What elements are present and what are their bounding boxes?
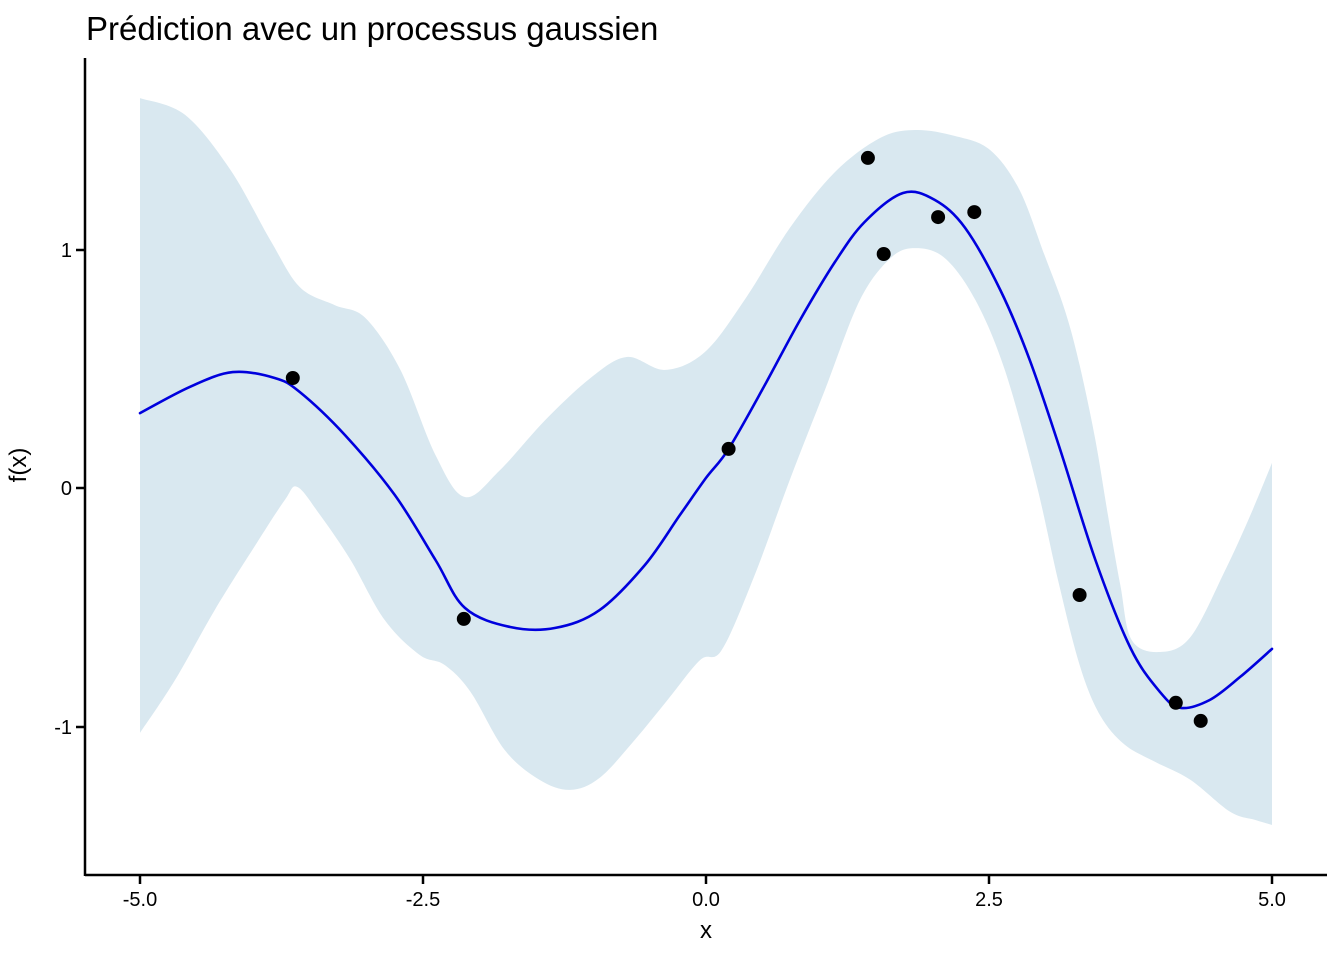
- confidence-ribbon: [140, 98, 1272, 825]
- x-axis: -5.0 -2.5 0.0 2.5 5.0 x: [85, 873, 1327, 944]
- y-tick-label: -1: [54, 717, 72, 739]
- x-axis-title: x: [700, 917, 712, 944]
- y-tick-label: 1: [61, 240, 72, 262]
- x-tick-label: 2.5: [975, 889, 1003, 911]
- data-point: [860, 150, 875, 165]
- data-point: [967, 205, 982, 220]
- gp-mean-line: [138, 190, 1274, 710]
- data-point: [721, 441, 736, 456]
- plot-title: Prédiction avec un processus gaussien: [86, 10, 659, 47]
- confidence-ribbon-layer: [140, 98, 1272, 825]
- x-tick-label: -2.5: [406, 889, 440, 911]
- observation-points-layer: [285, 150, 1208, 728]
- data-point: [876, 247, 891, 261]
- data-point: [931, 210, 946, 225]
- x-tick-label: 0.0: [692, 889, 720, 911]
- y-axis: 1 0 -1 f(x): [5, 58, 87, 876]
- data-point: [1072, 588, 1087, 602]
- x-tick-label: -5.0: [123, 889, 157, 911]
- gp-mean-line-layer: [138, 190, 1274, 710]
- data-point: [1168, 695, 1183, 710]
- y-tick-label: 0: [61, 478, 72, 500]
- data-point: [456, 611, 471, 626]
- data-point: [285, 371, 300, 385]
- y-axis-title: f(x): [5, 448, 32, 483]
- data-point: [1193, 713, 1208, 728]
- x-tick-label: 5.0: [1258, 889, 1286, 911]
